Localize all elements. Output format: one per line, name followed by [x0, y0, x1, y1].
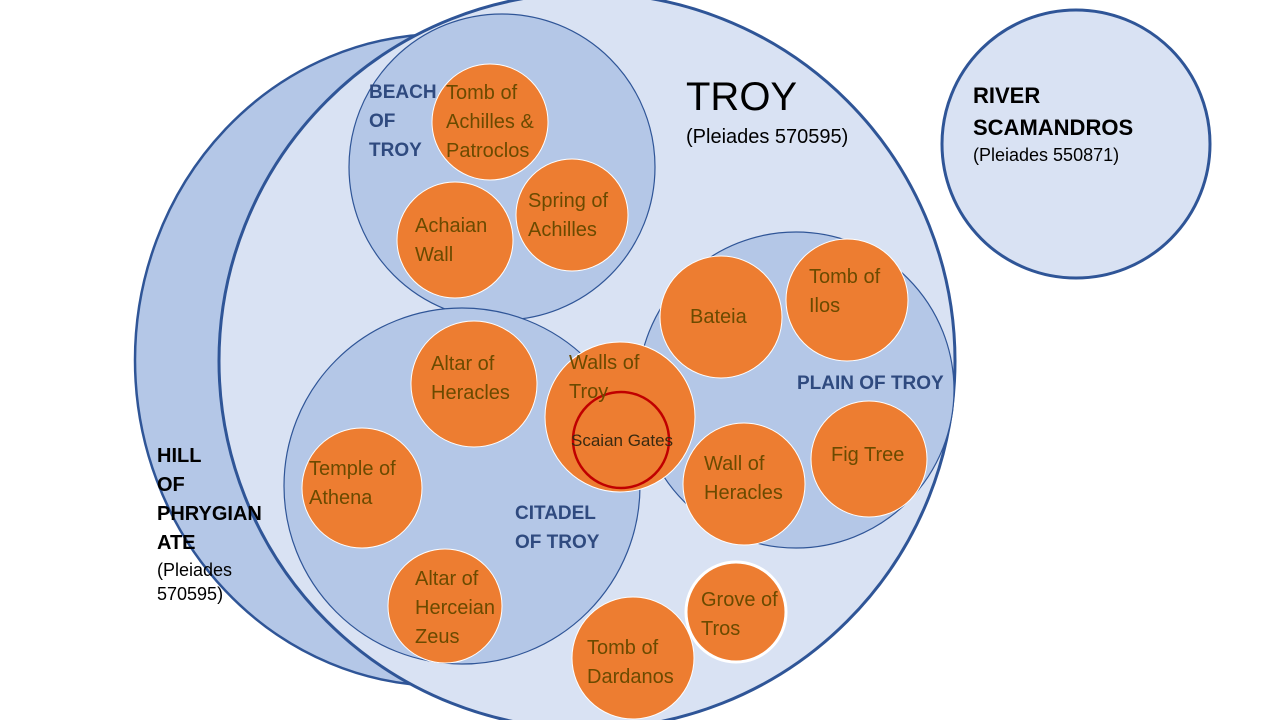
hill-pleiades: (Pleiades 570595)	[157, 560, 233, 604]
bateia-label: Bateia	[690, 306, 747, 328]
scaian-gates-label: Scaian Gates	[571, 431, 674, 450]
river-title: RIVER SCAMANDROS	[973, 83, 1134, 140]
node-altar-heracles	[410, 320, 538, 448]
node-altar-zeus	[387, 548, 503, 664]
altar-zeus-label: Altar of Herceian Zeus	[415, 568, 496, 648]
node-walls-troy	[544, 341, 696, 493]
node-bateia	[659, 255, 783, 379]
river-circle	[940, 8, 1212, 280]
node-spring-achilles	[515, 158, 629, 272]
troy-title: TROY	[686, 75, 798, 119]
beach-label: BEACH OF TROY	[369, 82, 437, 161]
node-fig-tree	[810, 400, 928, 518]
river-pleiades: (Pleiades 550871)	[973, 145, 1120, 165]
tomb-achilles-label: Tomb of Achilles & Patroclos	[446, 82, 534, 162]
temple-athena-label: Temple of Athena	[309, 458, 396, 509]
troy-pleiades: (Pleiades 570595)	[686, 126, 849, 148]
altar-heracles-label: Altar of Heracles	[431, 353, 510, 404]
node-wall-heracles	[682, 422, 806, 546]
spring-achilles-label: Spring of Achilles	[528, 190, 609, 241]
scaian-gates-ring	[571, 390, 671, 490]
node-tomb-achilles	[431, 63, 549, 181]
node-grove-tros	[684, 560, 788, 664]
tomb-ilos-label: Tomb of Ilos	[809, 266, 881, 317]
tomb-dardanos-label: Tomb of Dardanos	[587, 637, 674, 688]
hill-title: HILL OF PHRYGIAN ATE	[157, 445, 262, 554]
grove-tros-label: Grove of Tros	[701, 589, 778, 640]
wall-heracles-label: Wall of Heracles	[704, 453, 783, 504]
node-achaian-wall	[396, 181, 514, 299]
achaian-wall-label: Achaian Wall	[415, 215, 488, 266]
plain-label: PLAIN OF TROY	[797, 373, 944, 394]
walls-troy-label: Walls of Troy	[569, 352, 640, 403]
fig-tree-label: Fig Tree	[831, 444, 905, 466]
citadel-label: CITADEL OF TROY	[515, 503, 600, 553]
node-tomb-ilos	[785, 238, 909, 362]
node-temple-athena	[301, 427, 423, 549]
node-tomb-dardanos	[571, 596, 695, 720]
